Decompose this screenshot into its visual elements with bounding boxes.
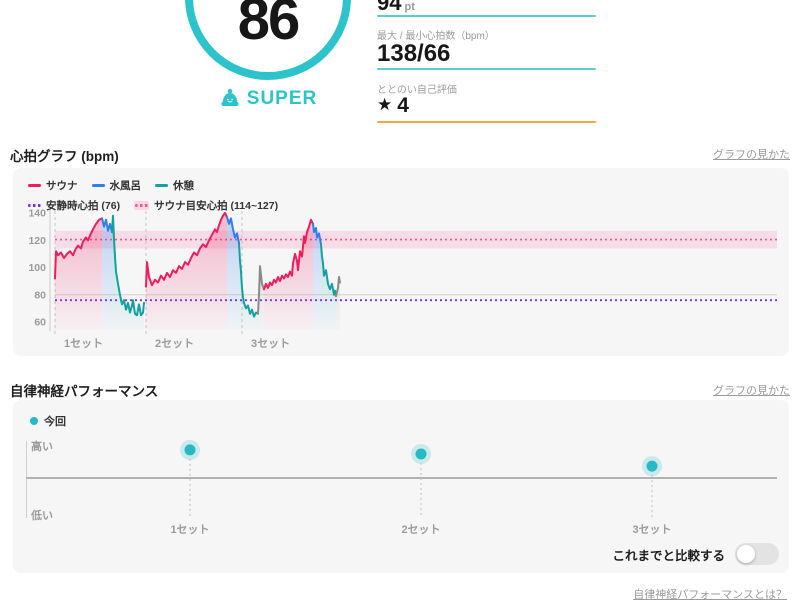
current-session-dot-icon [30,417,38,425]
sauna-hat-icon [219,88,241,110]
ans-about-link[interactable]: 自律神経パフォーマンスとは？ [633,589,787,600]
metric-self-rating-label: ととのい自己評価 [377,85,457,96]
hr-section-title: 心拍グラフ (bpm) [10,149,119,164]
metric-score-points-value: 94 [377,0,402,15]
svg-text:2セット: 2セット [401,523,440,536]
legend-swatch-icon [28,184,41,187]
rating-badge-label: SUPER [246,88,318,109]
ans-chart-panel [13,400,789,573]
compare-row: これまでと比較する [612,543,779,565]
svg-text:2セット: 2セット [155,337,194,350]
ans-legend: 今回 [30,413,66,429]
legend-label: 休憩 [173,180,194,192]
metric-self-rating-value: ★ 4 [377,94,409,118]
legend-swatch-icon [91,184,105,187]
rating-badge: SUPER [185,88,351,110]
score-number: 86 [237,0,301,52]
ans-section-title: 自律神経パフォーマンス [10,384,159,399]
legend-label: サウナ [46,180,78,192]
svg-text:80: 80 [34,289,46,301]
legend-swatch-icon [155,184,168,187]
ans-legend-label: 今回 [44,416,66,428]
compare-toggle[interactable] [735,543,779,565]
svg-text:100: 100 [28,262,46,274]
svg-text:1セット: 1セット [170,523,209,536]
svg-text:120: 120 [28,235,46,247]
metric-hr-label: 最大 / 最小心拍数（bpm） [377,31,495,42]
metric-divider [377,15,596,17]
legend-swatch-icon [134,201,150,210]
legend-item: 水風呂 [91,178,142,193]
legend-item: 安静時心拍 (76) [28,198,120,213]
legend-item: サウナ [28,178,78,193]
metric-hr-value: 138/66 [377,40,451,67]
svg-text:3セット: 3セット [251,337,290,350]
hr-chart-legend: サウナ 水風呂 休憩安静時心拍 (76) サウナ目安心拍 (114~127) [28,178,278,213]
legend-label: サウナ目安心拍 (114~127) [154,200,279,212]
legend-swatch-icon [28,204,41,207]
metric-divider [377,68,596,70]
metric-divider [377,121,596,123]
star-icon: ★ [377,95,393,114]
legend-label: 水風呂 [109,180,142,192]
hr-graph-help-link[interactable]: グラフの見かた [713,149,790,161]
svg-text:低い: 低い [30,508,53,522]
svg-text:60: 60 [34,317,46,329]
svg-text:3セット: 3セット [632,523,671,536]
svg-text:1セット: 1セット [64,337,103,350]
svg-text:140: 140 [28,208,46,220]
metric-score-points: 94 pt [377,0,415,16]
heart-rate-chart: 140 120 100 80 60 1セット 2セット 3セット [28,208,777,350]
metric-score-points-unit: pt [404,1,415,13]
ans-graph-help-link[interactable]: グラフの見かた [713,385,790,397]
legend-item: サウナ目安心拍 (114~127) [134,198,278,213]
compare-label: これまでと比較する [612,548,725,563]
legend-label: 安静時心拍 (76) [46,200,121,212]
metric-self-rating-number: 4 [397,94,409,117]
svg-text:高い: 高い [31,439,53,453]
toggle-knob [737,545,755,563]
legend-item: 休憩 [155,178,194,193]
